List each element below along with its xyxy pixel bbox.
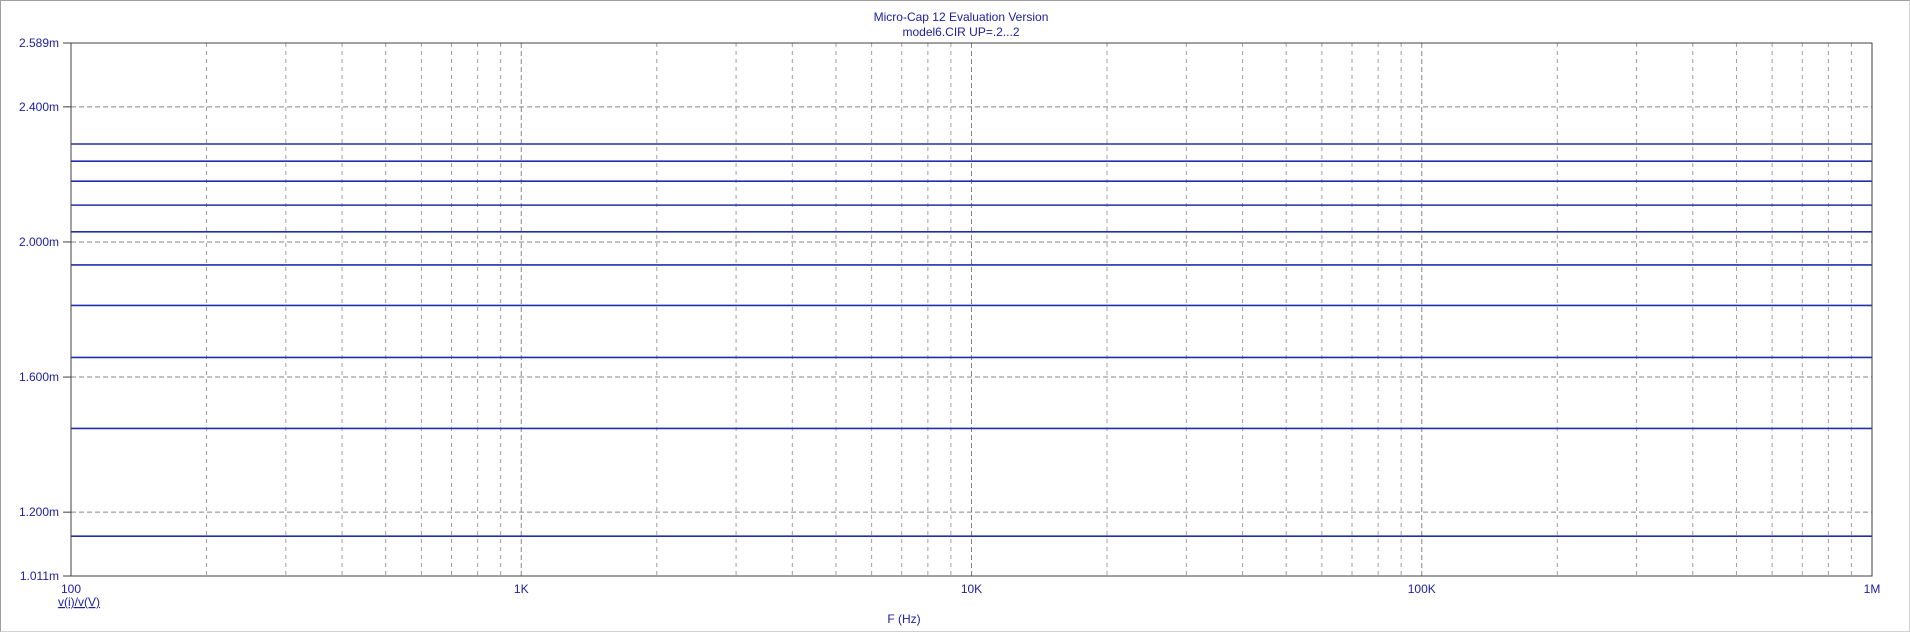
series-layer bbox=[71, 143, 1872, 537]
x-tick-label: 100 bbox=[61, 582, 81, 596]
x-tick-label: 100K bbox=[1408, 582, 1436, 596]
y-tick-label: 1.011m bbox=[20, 569, 59, 583]
x-tick-label: 1M bbox=[1864, 582, 1881, 596]
y-tick-label: 2.000m bbox=[19, 235, 59, 249]
tick-label-layer: 1.011m 1.200m 1.600m 2.000m 2.400m 2.589m 100 1… bbox=[19, 36, 1880, 596]
y-tick-label: 2.400m bbox=[19, 100, 59, 114]
grid-layer bbox=[71, 43, 1872, 576]
x-tick-label: 10K bbox=[961, 582, 982, 596]
axis-layer bbox=[63, 42, 1873, 577]
y-tick-label: 1.200m bbox=[19, 505, 59, 519]
x-axis-label: F (Hz) bbox=[887, 612, 920, 626]
chart-title: Micro-Cap 12 Evaluation Version bbox=[874, 10, 1049, 24]
chart-subtitle: model6.CIR UP=.2...2 bbox=[902, 25, 1019, 39]
x-tick-label: 1K bbox=[514, 582, 529, 596]
y-tick-label: 1.600m bbox=[19, 370, 59, 384]
plot-frame bbox=[70, 42, 1873, 577]
y-axis-label[interactable]: v(i)/v(V) bbox=[58, 595, 100, 609]
y-tick-label: 2.589m bbox=[19, 36, 59, 50]
